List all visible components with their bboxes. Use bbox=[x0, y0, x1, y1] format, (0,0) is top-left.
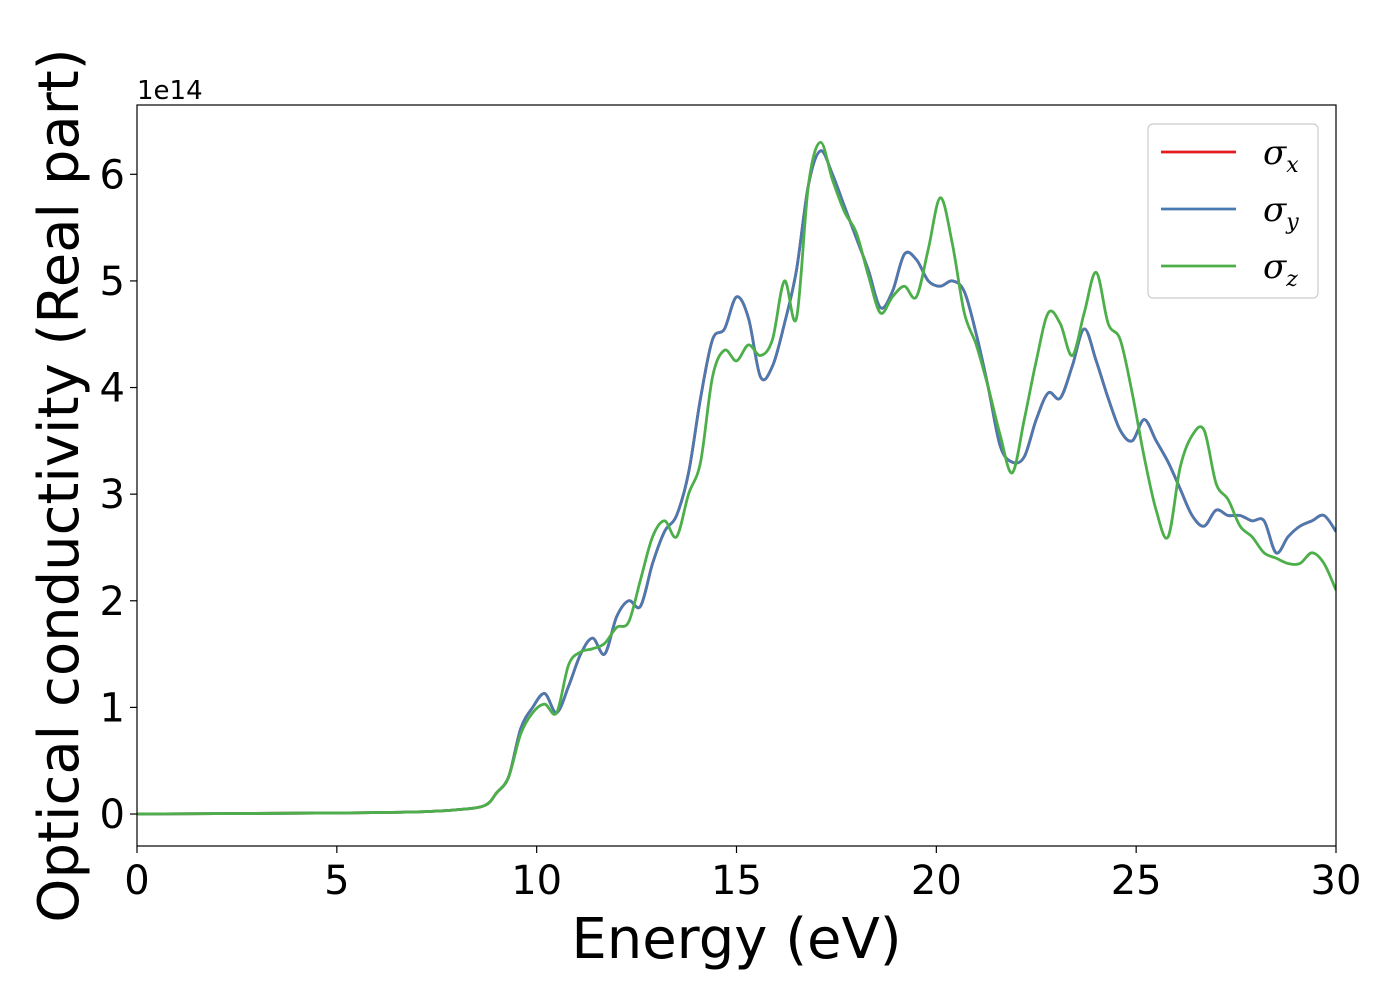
y-offset-label: 1e14 bbox=[137, 76, 203, 106]
x-tick-label: 30 bbox=[1311, 858, 1362, 904]
legend-label-z: σz bbox=[1263, 247, 1298, 292]
y-tick-label: 2 bbox=[100, 579, 125, 625]
y-tick-label: 6 bbox=[100, 152, 125, 198]
x-tick-label: 25 bbox=[1111, 858, 1162, 904]
y-tick-label: 5 bbox=[100, 259, 125, 305]
series-layer bbox=[137, 140, 1336, 816]
y-tick-label: 1 bbox=[100, 685, 125, 731]
y-tick-label: 4 bbox=[100, 366, 125, 412]
legend: σx σy σz bbox=[1147, 123, 1319, 299]
series-line-z bbox=[137, 140, 1336, 816]
y-tick-label: 0 bbox=[100, 792, 125, 838]
x-tick-label: 0 bbox=[124, 858, 149, 904]
x-tick-label: 20 bbox=[911, 858, 962, 904]
y-tick-label: 3 bbox=[100, 472, 125, 518]
x-axis-title: Energy (eV) bbox=[571, 907, 901, 972]
series-line-y bbox=[137, 149, 1336, 816]
y-axis-title: Optical conductivity (Real part) bbox=[27, 48, 92, 922]
x-tick-label: 5 bbox=[324, 858, 349, 904]
ticks-layer: 0 5 10 15 20 25 30 0 1 2 3 4 5 6 bbox=[100, 152, 1362, 904]
x-tick-label: 15 bbox=[711, 858, 762, 904]
x-tick-label: 10 bbox=[511, 858, 562, 904]
legend-label-y: σy bbox=[1263, 190, 1299, 235]
legend-label-x: σx bbox=[1263, 133, 1299, 178]
legend-box bbox=[1147, 123, 1319, 299]
